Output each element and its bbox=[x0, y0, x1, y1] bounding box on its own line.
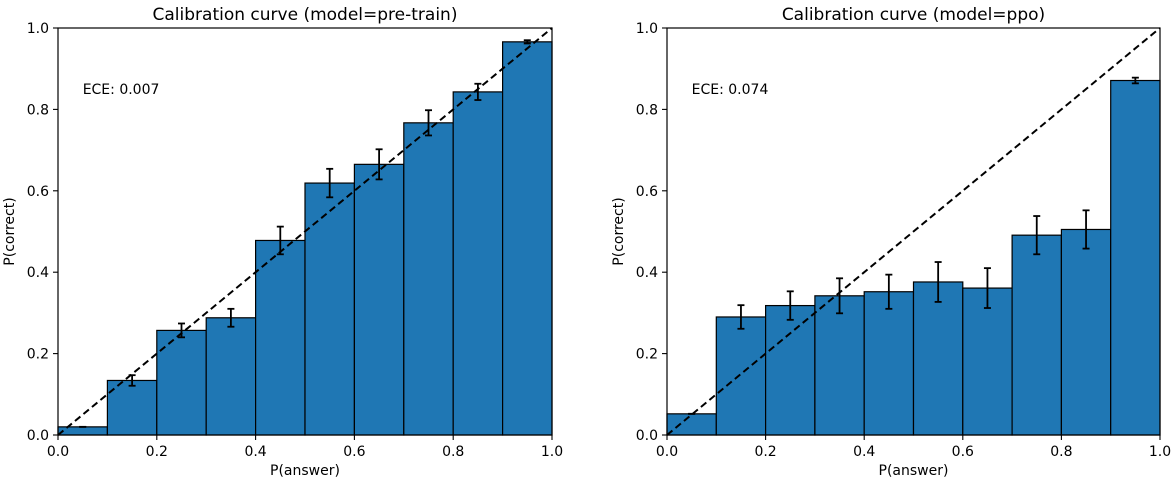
chart-1-bar bbox=[205, 317, 257, 436]
chart-1-y-tick-label: 1.0 bbox=[27, 21, 49, 37]
chart-2-bar bbox=[863, 291, 915, 436]
chart-2-ece-annotation: ECE: 0.074 bbox=[692, 82, 769, 98]
chart-1-bar bbox=[304, 182, 356, 436]
chart-1-bar bbox=[353, 163, 405, 436]
chart-1-y-tick-label: 0.6 bbox=[27, 184, 49, 200]
chart-2-y-tick-label: 1.0 bbox=[636, 21, 658, 37]
chart-2-y-tick-label: 0.0 bbox=[636, 428, 658, 444]
chart-1-x-tick-label: 0.0 bbox=[47, 444, 69, 460]
chart-1-y-axis-label: P(correct) bbox=[2, 197, 18, 265]
chart-1-bar bbox=[156, 329, 207, 436]
chart-2-x-tick-label: 0.8 bbox=[1050, 444, 1072, 460]
chart-2-bar bbox=[764, 304, 816, 436]
chart-2-bar bbox=[1011, 234, 1062, 436]
chart-1-x-axis-label: P(answer) bbox=[270, 463, 340, 479]
chart-2-bar bbox=[1110, 79, 1161, 436]
chart-1-ece-annotation: ECE: 0.007 bbox=[83, 82, 160, 98]
chart-2-y-tick-label: 0.4 bbox=[636, 265, 658, 281]
chart-1-x-tick-label: 0.4 bbox=[244, 444, 266, 460]
chart-1-axes-frame bbox=[57, 27, 553, 436]
chart-2-bar bbox=[814, 295, 865, 436]
chart-1-bar bbox=[403, 122, 454, 436]
chart-1-x-tick-label: 0.2 bbox=[146, 444, 168, 460]
chart-2-x-tick-label: 0.2 bbox=[754, 444, 776, 460]
chart-2-x-tick-label: 0.0 bbox=[656, 444, 678, 460]
chart-2-axes-frame bbox=[666, 27, 1161, 436]
chart-1-bar bbox=[57, 426, 109, 436]
chart-2-x-tick-label: 0.6 bbox=[952, 444, 974, 460]
chart-1-y-tick-label: 0.2 bbox=[27, 347, 49, 363]
chart-1-y-tick-label: 0.8 bbox=[27, 102, 49, 118]
chart-2-bar bbox=[962, 287, 1013, 436]
chart-1-x-tick-label: 1.0 bbox=[541, 444, 563, 460]
chart-2-bar bbox=[912, 281, 964, 436]
chart-2-x-tick-label: 1.0 bbox=[1149, 444, 1171, 460]
chart-2-bar bbox=[666, 413, 717, 436]
chart-2-title: Calibration curve (model=ppo) bbox=[782, 5, 1045, 25]
chart-2-y-tick-label: 0.8 bbox=[636, 102, 658, 118]
chart-1-y-tick-label: 0.0 bbox=[27, 428, 49, 444]
chart-2-y-tick-label: 0.6 bbox=[636, 184, 658, 200]
chart-1-title: Calibration curve (model=pre-train) bbox=[153, 5, 458, 25]
chart-1-perfect-calibration-line bbox=[57, 27, 553, 436]
chart-1-bar bbox=[452, 91, 504, 436]
chart-1-bar bbox=[106, 379, 158, 436]
chart-2-x-tick-label: 0.4 bbox=[853, 444, 875, 460]
chart-2-y-tick-label: 0.2 bbox=[636, 347, 658, 363]
chart-1-x-tick-label: 0.6 bbox=[343, 444, 365, 460]
chart-1-y-tick-label: 0.4 bbox=[27, 265, 49, 281]
chart-1-x-tick-label: 0.8 bbox=[442, 444, 464, 460]
chart-2-bar bbox=[715, 316, 767, 436]
chart-2-bar bbox=[1060, 228, 1112, 436]
chart-1-bar bbox=[255, 239, 306, 436]
chart-1-bar bbox=[502, 41, 553, 436]
chart-2-x-axis-label: P(answer) bbox=[879, 463, 949, 479]
chart-2-y-axis-label: P(correct) bbox=[611, 197, 627, 265]
chart-2-perfect-calibration-line bbox=[666, 27, 1161, 436]
